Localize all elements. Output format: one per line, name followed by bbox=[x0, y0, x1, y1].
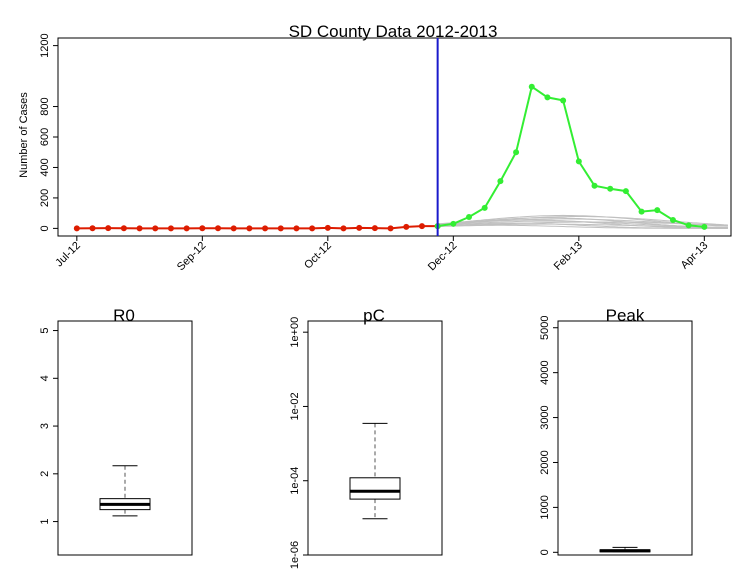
y-axis-label: Number of Cases bbox=[18, 92, 30, 178]
y-tick-label: 0 bbox=[539, 549, 551, 555]
y-tick-label: 3000 bbox=[539, 405, 551, 429]
box-iqr bbox=[349, 477, 401, 500]
y-tick-label: 1e+00 bbox=[289, 317, 301, 348]
observed-point bbox=[73, 225, 80, 232]
x-tick-label: Apr-13 bbox=[679, 240, 711, 272]
x-tick-label: Feb-13 bbox=[552, 240, 585, 273]
y-tick-label: 400 bbox=[39, 158, 51, 176]
observed-point bbox=[230, 225, 237, 232]
future-point bbox=[513, 149, 520, 156]
boxplot-pc-title: pC bbox=[363, 306, 385, 325]
y-tick-label: 4000 bbox=[539, 360, 551, 384]
future-point bbox=[654, 207, 661, 214]
boxplot-pc-frame bbox=[307, 320, 443, 556]
observed-point bbox=[371, 225, 378, 232]
future-point bbox=[701, 223, 708, 230]
observed-point bbox=[387, 225, 394, 232]
future-point bbox=[466, 213, 473, 220]
observed-point bbox=[167, 225, 174, 232]
y-tick-label: 3 bbox=[39, 423, 51, 429]
future-point bbox=[528, 83, 535, 90]
observed-point bbox=[356, 224, 363, 231]
series-layer bbox=[73, 83, 708, 232]
observed-point bbox=[246, 225, 253, 232]
boxplot-r0-frame bbox=[57, 320, 193, 556]
observed-point bbox=[105, 225, 112, 232]
y-tick-label: 2000 bbox=[539, 450, 551, 474]
time-series-panel: SD County Data 2012-2013 Number of Cases… bbox=[18, 22, 732, 273]
observed-point bbox=[340, 225, 347, 232]
x-tick-label: Oct-12 bbox=[302, 240, 334, 272]
boxplot-peak-panel: Peak 0 1000 2000 3000 4000 5000 bbox=[539, 306, 693, 556]
y-tick-label: 1e-02 bbox=[289, 392, 301, 420]
x-axis: Jul-12 Sep-12 Oct-12 Dec-12 Feb-13 Apr-13 bbox=[53, 236, 710, 273]
future-point bbox=[622, 188, 629, 195]
future-line bbox=[437, 85, 705, 228]
observed-point bbox=[199, 225, 206, 232]
future-point bbox=[575, 158, 582, 165]
future-point bbox=[497, 178, 504, 185]
y-tick-label: 2 bbox=[39, 471, 51, 477]
observed-point bbox=[120, 225, 127, 232]
observed-point bbox=[293, 225, 300, 232]
chart-title: SD County Data 2012-2013 bbox=[289, 22, 498, 41]
observed-point bbox=[152, 225, 159, 232]
observed-point bbox=[183, 225, 190, 232]
y-tick-label: 1200 bbox=[39, 33, 51, 57]
y-tick-label: 1e-06 bbox=[289, 541, 301, 569]
boxplot-r0-title: R0 bbox=[113, 306, 135, 325]
plot-frame bbox=[57, 37, 732, 237]
y-tick-label: 1e-04 bbox=[289, 467, 301, 495]
future-point bbox=[450, 220, 457, 227]
boxplot-peak-title: Peak bbox=[606, 306, 645, 325]
projection-line bbox=[437, 224, 728, 229]
future-point bbox=[544, 94, 551, 101]
boxplot-peak-frame bbox=[557, 320, 693, 556]
observed-point bbox=[136, 225, 143, 232]
x-tick-label: Jul-12 bbox=[53, 240, 83, 270]
boxplot-r0-panel: R0 1 2 3 4 5 bbox=[39, 306, 193, 556]
y-tick-label: 1 bbox=[39, 519, 51, 525]
observed-point bbox=[215, 225, 222, 232]
y-tick-label: 5000 bbox=[539, 315, 551, 339]
future-point bbox=[607, 185, 614, 192]
future-point bbox=[591, 182, 598, 189]
observed-point bbox=[262, 225, 269, 232]
y-tick-label: 800 bbox=[39, 97, 51, 115]
future-point bbox=[669, 217, 676, 224]
x-tick-label: Sep-12 bbox=[175, 240, 209, 274]
observed-point bbox=[418, 223, 425, 230]
y-tick-label: 0 bbox=[39, 225, 51, 231]
boxplot-pc-panel: pC 1e-06 1e-04 1e-02 1e+00 bbox=[289, 306, 443, 569]
observed-point bbox=[277, 225, 284, 232]
observed-point bbox=[89, 225, 96, 232]
future-point bbox=[560, 97, 567, 104]
y-tick-label: 600 bbox=[39, 128, 51, 146]
future-point bbox=[481, 204, 488, 211]
observed-point bbox=[324, 224, 331, 231]
y-tick-label: 4 bbox=[39, 375, 51, 381]
observed-point bbox=[403, 223, 410, 230]
y-tick-label: 5 bbox=[39, 327, 51, 333]
y-tick-label: 200 bbox=[39, 189, 51, 207]
x-tick-label: Dec-12 bbox=[426, 240, 460, 274]
observed-line bbox=[76, 225, 438, 230]
observed-point bbox=[309, 225, 316, 232]
future-point bbox=[638, 208, 645, 215]
projection-curves bbox=[437, 214, 728, 229]
y-tick-label: 1000 bbox=[539, 495, 551, 519]
future-point bbox=[685, 222, 692, 229]
y-axis: 0 200 400 600 800 1200 bbox=[39, 33, 58, 231]
